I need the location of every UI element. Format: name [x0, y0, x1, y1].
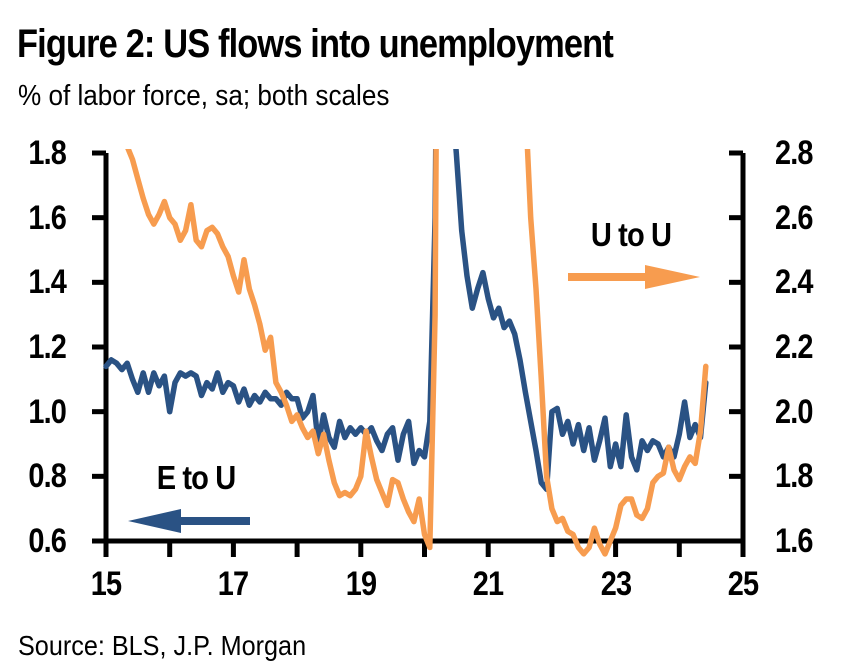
- left-axis-tick-label: 1.2: [28, 328, 67, 366]
- e-to-u-arrow: [128, 509, 250, 533]
- x-axis-tick-label: 15: [90, 565, 122, 603]
- e-to-u-series-label: E to U: [156, 459, 236, 496]
- x-axis-tick-label: 21: [472, 565, 504, 603]
- x-axis-tick-label: 17: [218, 565, 249, 603]
- left-axis-tick-label: 1.6: [28, 198, 67, 237]
- x-axis-tick-label: 25: [727, 565, 759, 603]
- source-note: Source: BLS, J.P. Morgan: [18, 630, 307, 661]
- u-to-u-arrow: [568, 265, 700, 289]
- chart-subtitle: % of labor force, sa; both scales: [18, 80, 390, 112]
- left-axis-tick-label: 1.8: [28, 134, 67, 172]
- u-to-u-line: [125, 149, 709, 557]
- right-axis-tick-label: 2.4: [775, 263, 813, 302]
- right-axis-tick-label: 2.2: [775, 328, 813, 366]
- page-title: Figure 2: US flows into unemployment: [17, 22, 614, 66]
- left-axis-tick-label: 0.6: [28, 522, 67, 560]
- e-to-u-line: [103, 149, 709, 493]
- right-axis-tick-label: 2.8: [775, 134, 813, 172]
- right-axis-tick-label: 2.6: [775, 198, 813, 237]
- u-to-u-series-label: U to U: [590, 216, 672, 253]
- left-axis-tick-label: 0.8: [28, 457, 67, 496]
- x-axis-tick-label: 23: [600, 565, 631, 603]
- series-lines: [103, 149, 709, 557]
- left-axis-tick-label: 1.0: [28, 392, 67, 431]
- right-axis-tick-label: 1.6: [775, 522, 813, 560]
- left-axis-tick-label: 1.4: [28, 263, 67, 302]
- right-axis-tick-label: 2.0: [775, 392, 813, 431]
- right-axis-tick-label: 1.8: [775, 457, 813, 496]
- x-axis-tick-label: 19: [345, 565, 377, 603]
